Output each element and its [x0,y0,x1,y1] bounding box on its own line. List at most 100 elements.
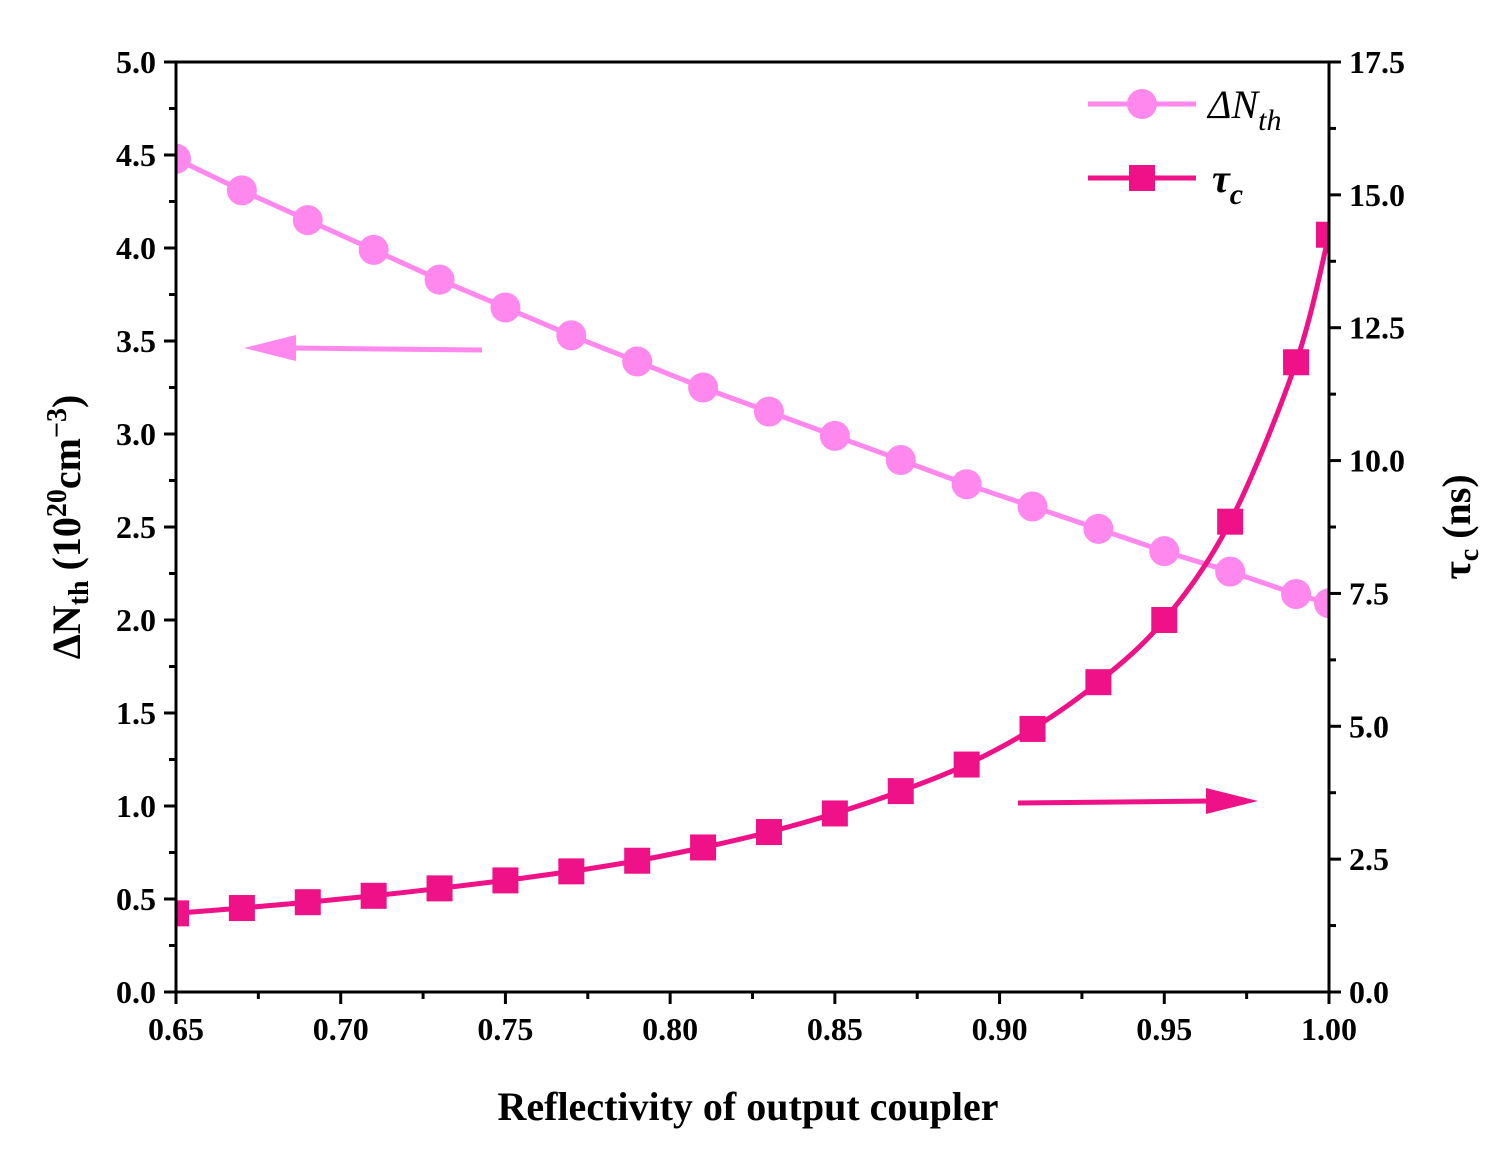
y-right-title-prefix: τ [1434,561,1479,579]
y-right-tick-label: 5.0 [1349,708,1389,744]
series-line-tau [176,234,1329,916]
data-point-delta-n [358,234,389,265]
data-point-tau [176,900,189,927]
data-point-delta-n [292,205,323,236]
data-point-delta-n [226,175,257,206]
x-tick-label: 0.70 [313,1011,369,1047]
data-point-delta-n [556,320,587,351]
data-point-delta-n [1149,536,1180,567]
annotation-arrows [244,335,1258,814]
data-point-delta-n [176,143,191,174]
data-point-delta-n [1083,513,1114,544]
y-right-tick-label: 17.5 [1349,44,1405,80]
legend-marker-delta-n [1127,89,1157,119]
y-right-title-sub: c [1454,549,1485,561]
data-point-tau [1019,715,1046,742]
data-point-delta-n [1017,491,1048,522]
series-line-delta-n [176,156,1329,606]
data-point-tau [755,819,782,846]
data-point-tau [1085,669,1112,696]
data-point-tau [953,751,980,778]
y-left-axis-title: ΔNth (1020cm−3) [42,395,95,660]
x-axis-title: Reflectivity of output coupler [497,1084,998,1129]
data-point-delta-n [951,469,982,500]
data-point-tau [624,847,651,874]
series-markers-tau [176,221,1329,927]
y-left-tick-label: 2.5 [116,509,156,545]
y-right-tick-label: 15.0 [1349,177,1405,213]
data-point-delta-n [819,420,850,451]
data-point-tau [492,867,519,894]
legend-label-tau: τc [1212,156,1243,211]
y-right-tick-label: 12.5 [1349,310,1405,346]
y-right-tick-label: 7.5 [1349,575,1389,611]
legend-marker-tau [1129,165,1155,191]
y-left-title-mid2: cm [44,438,89,489]
data-point-tau [228,895,255,922]
legend-label-delta-n-main: ΔN [1206,82,1260,127]
y-left-tick-label: 3.5 [116,323,156,359]
y-left-tick-label: 1.0 [116,788,156,824]
legend-label-tau-sub: c [1230,178,1243,211]
data-point-tau [558,858,585,885]
y-left-title-sup1: 20 [42,489,73,517]
y-left-tick-label: 3.0 [116,416,156,452]
y-left-tick-label: 2.0 [116,602,156,638]
y-left-title-prefix: ΔN [44,605,89,659]
axis-tick-labels: 0.65 0.70 0.75 0.80 0.85 0.90 0.95 1.000.00.51.… [116,44,1405,1047]
y-left-tick-label: 4.5 [116,137,156,173]
data-point-delta-n [490,292,521,323]
axis-ticks [164,60,1341,1004]
arrow-right-shaft [1017,798,1213,806]
arrow-left-head [244,335,296,361]
x-tick-label: 0.90 [972,1011,1028,1047]
data-point-tau [1316,221,1329,248]
y-left-tick-label: 4.0 [116,230,156,266]
data-point-tau [360,882,387,909]
y-left-title-mid: (10 [44,517,89,580]
data-point-tau [821,800,848,827]
x-tick-label: 0.95 [1136,1011,1192,1047]
y-right-title-suffix: (ns) [1434,474,1479,548]
x-tick-label: 0.65 [148,1011,204,1047]
arrow-right-head [1206,788,1258,814]
y-left-title-sup2: −3 [42,408,73,438]
x-tick-label: 1.00 [1301,1011,1357,1047]
y-right-tick-label: 0.0 [1349,974,1389,1010]
y-right-tick-label: 2.5 [1349,841,1389,877]
data-point-delta-n [1215,556,1246,587]
data-point-tau [294,889,321,916]
data-point-delta-n [622,346,653,377]
data-point-tau [1151,607,1178,633]
arrow-left-shaft [289,345,483,353]
legend-label-tau-main: τ [1212,156,1231,201]
data-point-tau [1283,349,1310,376]
data-point-delta-n [1314,588,1329,619]
data-point-tau [426,875,453,902]
data-point-tau [1217,508,1244,535]
data-point-tau [887,778,914,805]
series-markers-delta-n [176,143,1329,619]
data-point-delta-n [753,396,784,427]
legend: ΔNth τc [1088,82,1282,211]
data-point-delta-n [424,264,455,295]
data-point-delta-n [885,445,916,476]
y-left-tick-label: 1.5 [116,695,156,731]
x-tick-label: 0.75 [477,1011,533,1047]
plot-frame [174,60,1331,994]
data-point-tau [690,834,717,861]
data-point-delta-n [688,372,719,403]
y-left-tick-label: 5.0 [116,44,156,80]
y-right-axis-title: τc (ns) [1434,474,1485,579]
y-left-title-sub: th [64,580,95,605]
y-right-tick-label: 10.0 [1349,443,1405,479]
y-left-tick-label: 0.5 [116,881,156,917]
data-point-delta-n [1281,578,1312,609]
y-left-tick-label: 0.0 [116,974,156,1010]
plot-area [176,143,1329,927]
x-tick-label: 0.80 [642,1011,698,1047]
legend-label-delta-n-sub: th [1258,104,1281,137]
legend-label-delta-n: ΔNth [1206,82,1282,137]
y-left-title-suffix: ) [44,395,89,408]
